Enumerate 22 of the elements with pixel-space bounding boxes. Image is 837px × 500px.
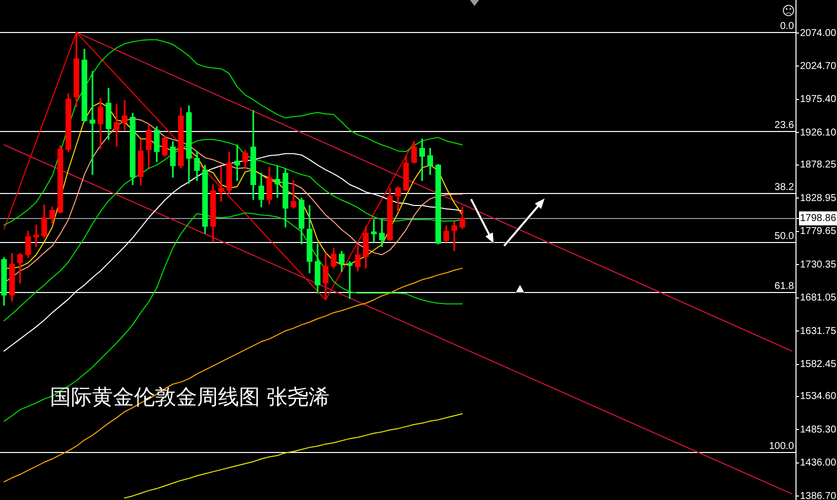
ref-line-label: 38.2 (774, 182, 794, 193)
y-tick-label: 1828.95 (800, 192, 837, 204)
ref-line-label: 61.8 (774, 280, 794, 292)
y-tick-label: 1730.35 (800, 259, 837, 270)
y-tick-label: 1798.86 (800, 213, 837, 224)
y-tick-label: 1878.25 (800, 160, 837, 171)
y-tick-label: 1534.60 (800, 391, 837, 402)
y-tick-label: 1485.30 (800, 424, 837, 436)
ref-line-label: 0.0 (780, 20, 794, 32)
ref-line-label: 50.0 (774, 230, 794, 242)
y-tick-label: 2074.00 (800, 28, 837, 39)
ref-line-label: 23.6 (774, 120, 794, 131)
y-tick-label: 1681.05 (800, 292, 837, 304)
y-tick-label: 1926.10 (800, 127, 837, 138)
y-tick-label: 1975.40 (800, 94, 837, 106)
y-tick-label: 1582.45 (800, 359, 837, 370)
y-tick-label: 1436.00 (800, 458, 837, 469)
ref-line-label: 100.0 (768, 440, 794, 452)
y-tick-label: 1386.70 (800, 490, 837, 500)
y-tick-label: 1779.65 (800, 226, 837, 238)
y-tick-label: 1631.75 (800, 326, 837, 337)
y-tick-label: 2024.70 (800, 60, 837, 72)
